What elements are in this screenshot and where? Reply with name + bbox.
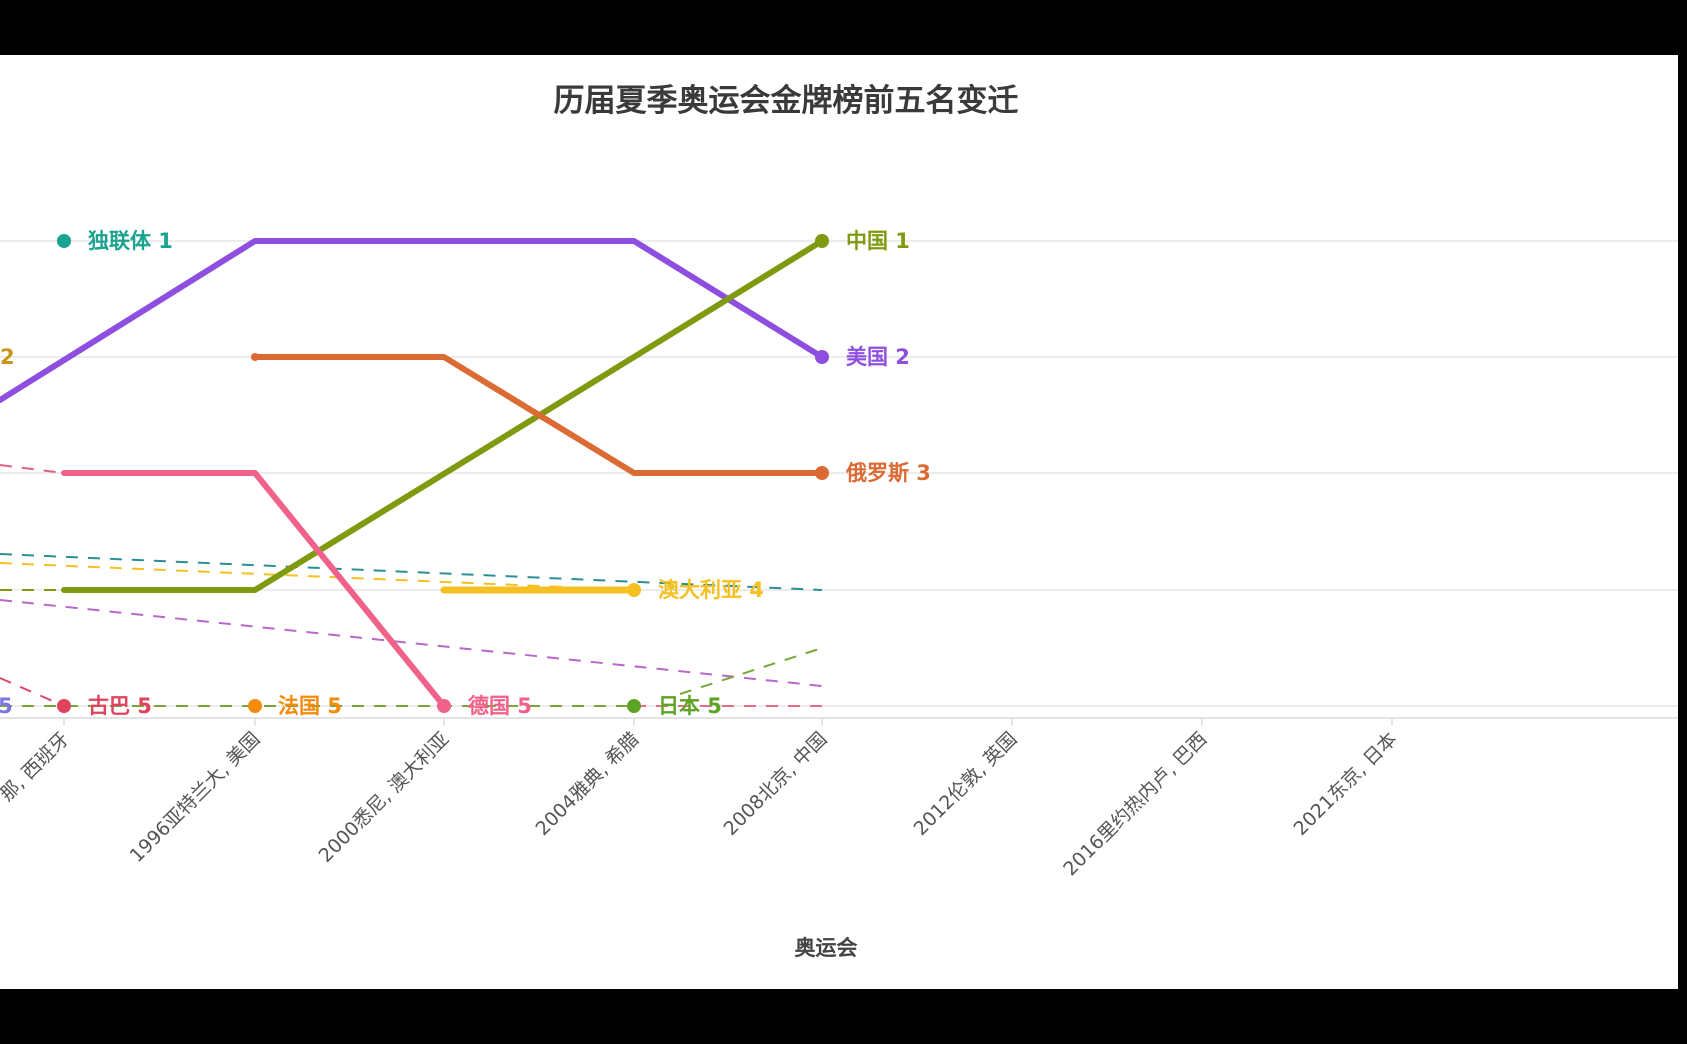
tick-1992: 那, 西班牙	[0, 728, 74, 806]
tick-2016: 2016里约热内卢, 巴西	[1059, 728, 1211, 880]
marker-australia	[627, 583, 641, 597]
marker-japan	[627, 699, 641, 713]
marker-france	[248, 699, 262, 713]
tick-2021: 2021东京, 日本	[1290, 728, 1402, 840]
label-usa: 美国 2	[846, 345, 910, 369]
tick-1996: 1996亚特兰大, 美国	[126, 728, 265, 867]
line-china	[61, 238, 825, 593]
label-partial-5: 5	[0, 694, 13, 718]
marker-germany	[437, 699, 451, 713]
markers	[57, 234, 829, 713]
tick-2012: 2012伦敦, 英国	[910, 728, 1022, 840]
line-germany	[61, 470, 447, 709]
marker-russia	[815, 466, 829, 480]
series-labels: 独联体 1 中国 1 美国 2 俄罗斯 3 澳大利亚 4 古巴 5 法国 5 德…	[0, 229, 931, 718]
label-australia: 澳大利亚 4	[658, 578, 764, 602]
series-lines	[0, 238, 825, 709]
line-russia	[252, 354, 825, 476]
label-germany: 德国 5	[468, 694, 532, 718]
bump-chart: 历届夏季奥运会金牌榜前五名变迁	[0, 83, 1678, 960]
label-cuba: 古巴 5	[88, 694, 152, 718]
tick-2008: 2008北京, 中国	[720, 728, 832, 840]
label-russia: 俄罗斯 3	[845, 461, 931, 485]
x-tick-labels: 那, 西班牙 1996亚特兰大, 美国 2000悉尼, 澳大利亚 2004雅典,…	[0, 728, 1402, 880]
label-japan: 日本 5	[658, 694, 722, 718]
marker-russia-start	[251, 353, 259, 361]
label-china: 中国 1	[846, 229, 910, 253]
tick-2004: 2004雅典, 希腊	[532, 728, 644, 840]
label-csi: 独联体 1	[88, 229, 173, 253]
marker-csi	[57, 234, 71, 248]
marker-usa	[815, 350, 829, 364]
label-france: 法国 5	[278, 694, 342, 718]
marker-cuba	[57, 699, 71, 713]
label-partial-2: 2	[0, 345, 15, 369]
x-axis-title: 奥运会	[795, 936, 858, 960]
marker-china	[815, 234, 829, 248]
tick-2000: 2000悉尼, 澳大利亚	[315, 728, 454, 867]
chart-canvas: 历届夏季奥运会金牌榜前五名变迁	[0, 55, 1678, 989]
chart-title: 历届夏季奥运会金牌榜前五名变迁	[554, 83, 1019, 119]
dashed-trails	[0, 464, 823, 707]
x-ticks	[63, 718, 1393, 726]
